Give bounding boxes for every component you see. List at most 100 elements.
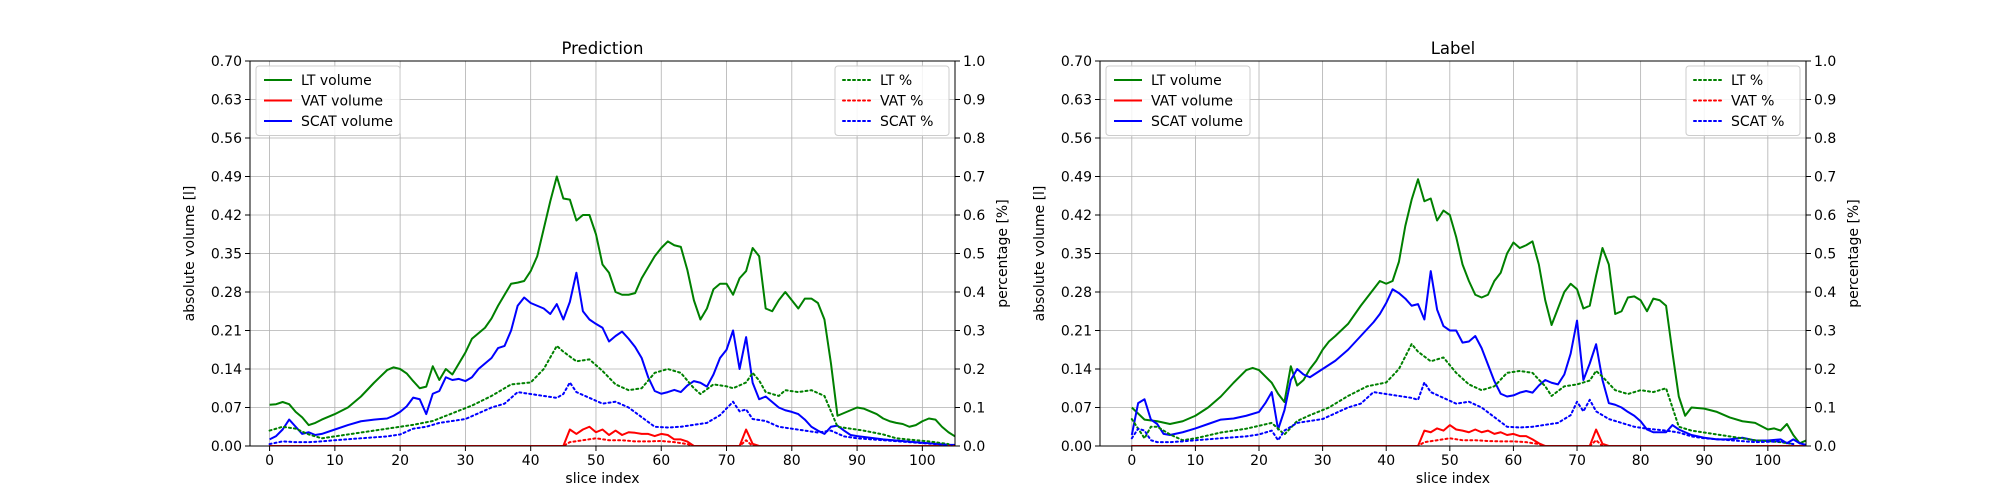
- y-tick-label: 0.49: [1061, 170, 1092, 186]
- y-ticks-left: 0.00 0.07 0.14 0.21 0.28 0.35 0.42 0.49 0.56 0.63…: [1061, 54, 1100, 455]
- series-line-2: [1130, 270, 1806, 446]
- y-tick-label: 0.00: [1061, 439, 1092, 455]
- legend-box: [1685, 65, 1801, 136]
- x-tick-label: 20: [391, 453, 409, 469]
- y2-axis-label: percentage [%]: [995, 199, 1011, 307]
- y2-tick-label: 0.9: [1814, 93, 1836, 109]
- legend-label: LT %: [1731, 73, 1763, 89]
- x-tick-label: 10: [1186, 453, 1204, 469]
- x-tick-label: 50: [587, 453, 605, 469]
- series-lines: [268, 175, 955, 446]
- x-tick-label: 60: [1505, 453, 1523, 469]
- x-tick-label: 60: [652, 453, 670, 469]
- series-line-4: [268, 437, 955, 446]
- y2-tick-label: 0.6: [963, 208, 985, 224]
- y-ticks-right: 0.0 0.1 0.2 0.3 0.4 0.5 0.6 0.7 0.8 0.9 1.0: [1806, 54, 1836, 455]
- chart-title: Label: [1431, 39, 1476, 58]
- y2-tick-label: 0.3: [1814, 324, 1836, 340]
- legend-label: VAT %: [1731, 94, 1774, 110]
- y2-tick-label: 1.0: [963, 54, 985, 70]
- x-tick-label: 10: [326, 453, 344, 469]
- series-line-2: [269, 271, 955, 446]
- y2-tick-label: 0.4: [963, 285, 985, 301]
- legend-label: LT %: [880, 73, 912, 89]
- legend-label: SCAT volume: [301, 114, 393, 130]
- legend-label: LT volume: [301, 73, 372, 89]
- y-tick-label: 0.35: [211, 247, 242, 263]
- y-tick-label: 0.28: [1061, 285, 1092, 301]
- y2-tick-label: 0.5: [963, 247, 985, 263]
- x-tick-label: 70: [718, 453, 736, 469]
- x-tick-label: 30: [457, 453, 475, 469]
- y-tick-label: 0.14: [1061, 362, 1092, 378]
- series-line-0: [269, 175, 955, 438]
- y2-tick-label: 0.1: [963, 401, 985, 417]
- legend-percentage: LT % VAT % SCAT %: [1685, 65, 1801, 136]
- x-tick-label: 70: [1568, 453, 1586, 469]
- y2-tick-label: 0.8: [1814, 131, 1836, 147]
- y-tick-label: 0.28: [211, 285, 242, 301]
- y2-tick-label: 0.0: [963, 439, 985, 455]
- x-tick-label: 40: [1377, 453, 1395, 469]
- y2-tick-label: 0.4: [1814, 285, 1836, 301]
- y-axis-label: absolute volume [l]: [182, 186, 198, 322]
- y-ticks-left: 0.00 0.07 0.14 0.21 0.28 0.35 0.42 0.49 0.56 0.63…: [211, 54, 250, 455]
- y2-tick-label: 0.7: [963, 170, 985, 186]
- x-axis-label: slice index: [1416, 471, 1490, 487]
- y-tick-label: 0.21: [1061, 324, 1092, 340]
- y-tick-label: 0.00: [211, 439, 242, 455]
- y-tick-label: 0.21: [211, 324, 242, 340]
- x-tick-label: 80: [1632, 453, 1650, 469]
- x-tick-label: 90: [1695, 453, 1713, 469]
- y-tick-label: 0.56: [211, 131, 242, 147]
- legend-label: VAT volume: [1151, 94, 1233, 110]
- y2-tick-label: 0.9: [963, 93, 985, 109]
- y2-tick-label: 0.7: [1814, 170, 1836, 186]
- x-tick-label: 50: [1441, 453, 1459, 469]
- y-tick-label: 0.42: [211, 208, 242, 224]
- series-line-3: [268, 344, 950, 446]
- y2-tick-label: 0.1: [1814, 401, 1836, 417]
- x-tick-label: 40: [522, 453, 540, 469]
- y-tick-label: 0.07: [211, 401, 242, 417]
- x-tick-label: 100: [1754, 453, 1781, 469]
- y2-tick-label: 0.5: [1814, 247, 1836, 263]
- legend-label: SCAT %: [1731, 114, 1784, 130]
- y-tick-label: 0.49: [211, 170, 242, 186]
- series-line-5: [1130, 381, 1795, 446]
- x-tick-label: 0: [1127, 453, 1136, 469]
- series-line-1: [1131, 424, 1806, 446]
- y-tick-label: 0.14: [211, 362, 242, 378]
- y2-tick-label: 0.2: [1814, 362, 1836, 378]
- y-ticks-right: 0.0 0.1 0.2 0.3 0.4 0.5 0.6 0.7 0.8 0.9 1.0: [955, 54, 985, 455]
- legend-box: [1105, 65, 1251, 136]
- x-tick-label: 100: [909, 453, 936, 469]
- legend-box: [255, 65, 401, 136]
- series-line-3: [1130, 342, 1795, 446]
- y2-tick-label: 0.8: [963, 131, 985, 147]
- legend-label: LT volume: [1151, 73, 1222, 89]
- y-tick-label: 0.35: [1061, 247, 1092, 263]
- legend-label: VAT volume: [301, 94, 383, 110]
- y2-tick-label: 0.6: [1814, 208, 1836, 224]
- chart-1: 0 10 20 30 40 50 60 70 80 90 1000.000.070.140.210.…: [1032, 39, 1862, 487]
- y-tick-label: 0.56: [1061, 131, 1092, 147]
- y-tick-label: 0.70: [1061, 54, 1092, 70]
- y2-tick-label: 0.3: [963, 324, 985, 340]
- x-tick-label: 30: [1314, 453, 1332, 469]
- x-ticks: 0 10 20 30 40 50 60 70 80 90 100: [1127, 446, 1781, 469]
- legend-volume: LT volume VAT volume SCAT volume: [1105, 65, 1251, 136]
- x-ticks: 0 10 20 30 40 50 60 70 80 90 100: [265, 446, 936, 469]
- series-line-4: [1130, 437, 1806, 446]
- series-lines: [1130, 178, 1806, 446]
- legend-label: SCAT volume: [1151, 114, 1243, 130]
- series-line-0: [1131, 178, 1806, 445]
- y2-tick-label: 0.0: [1814, 439, 1836, 455]
- y-tick-label: 0.63: [211, 93, 242, 109]
- y-tick-label: 0.42: [1061, 208, 1092, 224]
- legend-label: VAT %: [880, 94, 923, 110]
- y2-tick-label: 1.0: [1814, 54, 1836, 70]
- series-line-5: [268, 381, 950, 446]
- x-axis-label: slice index: [565, 471, 639, 487]
